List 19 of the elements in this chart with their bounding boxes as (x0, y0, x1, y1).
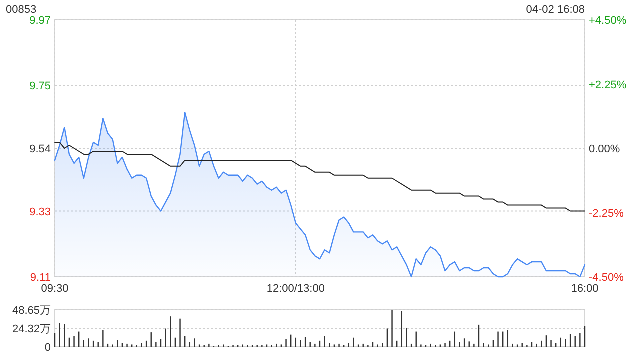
y2-tick-label: -2.25% (589, 208, 624, 220)
text: 04-02 16:08 (526, 4, 585, 16)
y-tick-label: 9.75 (30, 80, 51, 93)
y-tick-label: 9.33 (30, 206, 51, 218)
x-tick-label: 12:00/13:00 (266, 283, 325, 295)
y-tick-label: 24.32万 (12, 324, 51, 336)
y-tick-label: 48.65万 (12, 305, 51, 317)
y-tick-label: 9.54 (30, 144, 51, 156)
y2-tick-label: -4.50% (589, 272, 624, 284)
x-tick-label: 09:30 (41, 283, 69, 295)
y-tick-label: 9.11 (30, 272, 51, 284)
x-tick-label: 16:00 (571, 283, 599, 295)
chart-title: 00853 (6, 4, 37, 16)
y-tick-label: 0 (44, 342, 51, 354)
line-series (54, 142, 586, 212)
y2-tick-label: +2.25% (589, 79, 627, 92)
y2-tick-label: 0.00% (589, 144, 620, 156)
y2-tick-label: +4.50% (589, 15, 627, 27)
y-tick-label: 9.97 (30, 15, 51, 27)
